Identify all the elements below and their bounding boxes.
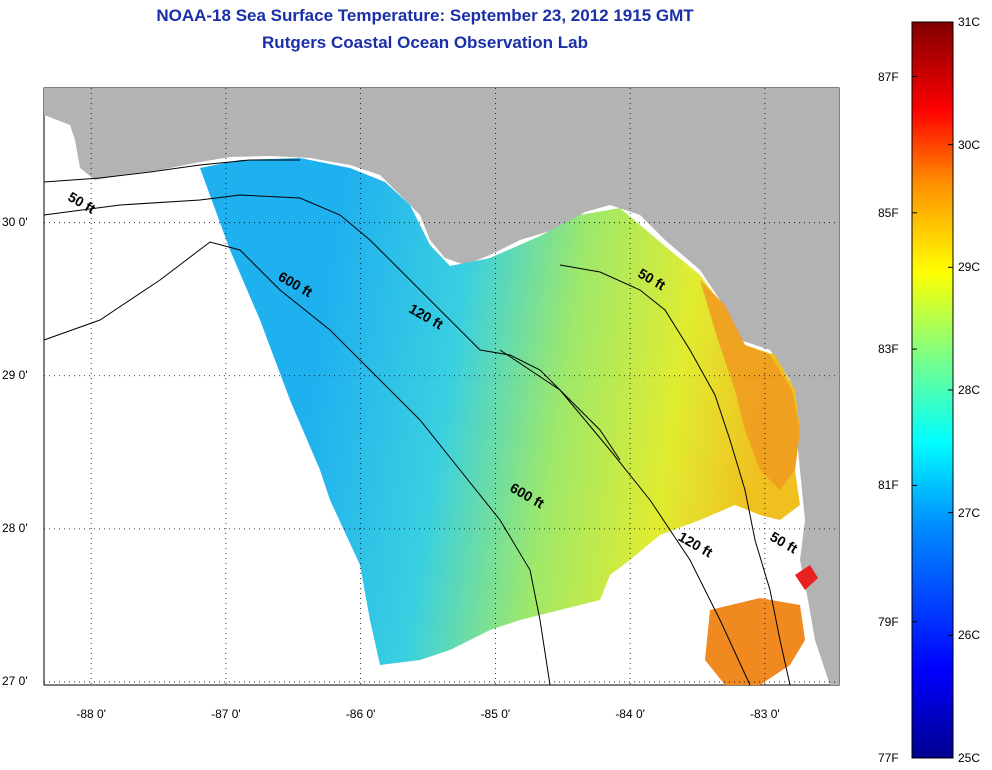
lat-tick-label: 28 0' xyxy=(2,520,28,535)
lat-tick-label: 30 0' xyxy=(2,214,28,229)
isobath-120ft-east xyxy=(499,349,751,686)
colorbar-celsius-label: 25C xyxy=(958,751,981,765)
colorbar-celsius-label: 26C xyxy=(958,628,981,643)
colorbar-fahrenheit-label: 79F xyxy=(878,614,899,629)
isobath-600ft xyxy=(43,241,551,686)
red-spot xyxy=(795,565,818,590)
isobath-50ft-west xyxy=(43,159,300,183)
map-title: NOAA-18 Sea Surface Temperature: Septemb… xyxy=(156,6,694,25)
lon-tick-label: -85 0' xyxy=(480,707,511,721)
lon-tick-label: -84 0' xyxy=(615,707,645,721)
lon-tick-label: -88 0' xyxy=(76,707,106,721)
isobath-lines xyxy=(43,159,791,686)
colorbar-fahrenheit-label: 81F xyxy=(878,478,899,493)
colorbar-celsius-label: 29C xyxy=(958,260,981,275)
lat-tick-label: 29 0' xyxy=(2,367,28,382)
lon-tick-label: -87 0' xyxy=(211,707,241,721)
colorbar-fahrenheit-label: 77F xyxy=(878,751,899,765)
colorbar-fahrenheit-label: 85F xyxy=(878,205,899,220)
warm-coastal-band xyxy=(700,280,800,490)
sst-swath xyxy=(200,158,800,665)
colorbar-celsius-label: 27C xyxy=(958,505,981,520)
lon-tick-label: -86 0' xyxy=(345,707,376,721)
colorbar-fahrenheit-label: 83F xyxy=(878,342,899,357)
warm-patch-south xyxy=(705,598,805,685)
lon-tick-label: -83 0' xyxy=(750,707,780,721)
lat-tick-label: 27 0' xyxy=(2,673,28,688)
colorbar-celsius-label: 31C xyxy=(958,15,981,29)
map-subtitle: Rutgers Coastal Ocean Observation Lab xyxy=(262,33,588,52)
colorbar xyxy=(911,21,954,759)
land-mass xyxy=(44,88,839,685)
colorbar-celsius-label: 30C xyxy=(958,137,981,152)
isobath-50ft-east xyxy=(559,264,791,686)
colorbar-celsius-label: 28C xyxy=(958,383,981,397)
colorbar-fahrenheit-label: 87F xyxy=(878,69,899,84)
colorbar-ticks xyxy=(912,21,953,759)
